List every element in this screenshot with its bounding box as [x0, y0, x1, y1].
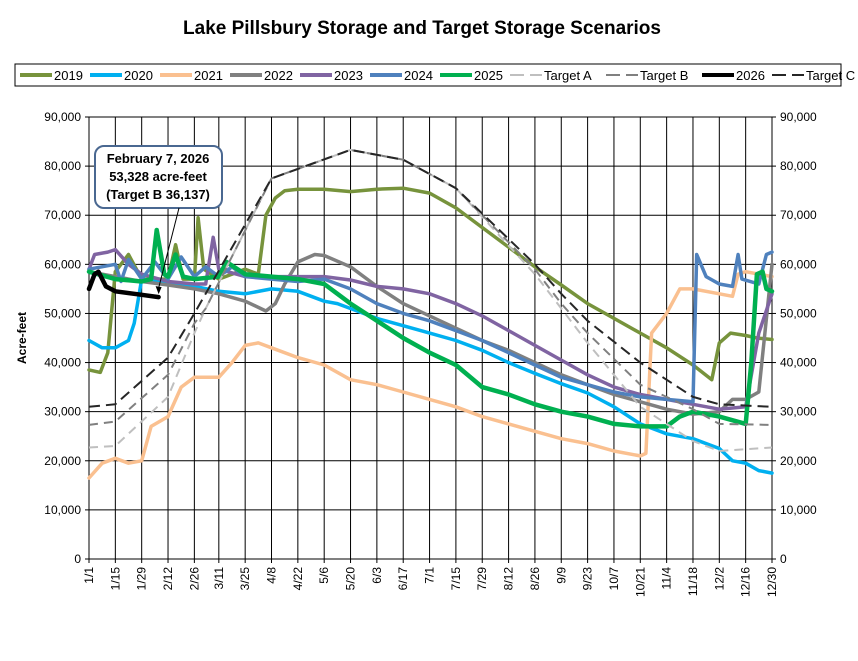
y-tick-label: 60,000 — [44, 257, 81, 271]
y2-tick-label: 40,000 — [780, 356, 817, 370]
series-line-2026 — [86, 269, 161, 300]
y2-tick-label: 50,000 — [780, 306, 817, 320]
series-line-target-a — [88, 148, 773, 452]
y-tick-label: 30,000 — [44, 405, 81, 419]
y-tick-label: 80,000 — [44, 159, 81, 173]
x-tick-label: 3/11 — [212, 567, 226, 590]
y2-tick-label: 30,000 — [780, 405, 817, 419]
x-tick-label: 7/29 — [475, 567, 489, 591]
x-tick-label: 4/22 — [291, 567, 305, 591]
y-tick-label: 10,000 — [44, 503, 81, 517]
legend-label-2022: 2022 — [264, 68, 293, 83]
x-tick-label: 9/9 — [554, 567, 568, 584]
legend-label-2019: 2019 — [54, 68, 83, 83]
annotation-box — [94, 145, 223, 209]
x-tick-label: 11/18 — [686, 567, 700, 596]
x-tick-label: 2/12 — [161, 567, 175, 591]
x-tick-label: 8/12 — [502, 567, 516, 591]
legend-box — [14, 63, 842, 87]
x-tick-label: 6/3 — [370, 567, 384, 584]
x-tick-label: 4/8 — [265, 567, 279, 584]
y-tick-label: 70,000 — [44, 208, 81, 222]
annotation-arrow — [158, 207, 180, 289]
x-tick-label: 7/15 — [449, 567, 463, 591]
x-tick-label: 12/16 — [739, 567, 753, 597]
x-tick-label: 12/2 — [712, 567, 726, 591]
x-tick-label: 1/29 — [135, 567, 149, 591]
legend: 2019 2020 2021 2022 2023 2024 2025 Target A Targ… — [20, 68, 855, 83]
y2-tick-label: 80,000 — [780, 159, 817, 173]
annotation: February 7, 2026 53,328 acre-feet (Targe… — [94, 145, 223, 295]
y2-tick-label: 0 — [780, 552, 787, 566]
series-line-target-c — [88, 148, 773, 408]
x-tick-label: 5/6 — [317, 567, 331, 584]
x-tick-label: 11/4 — [660, 567, 674, 590]
legend-label-target-a: Target A — [544, 68, 592, 83]
x-tick-label: 7/1 — [423, 567, 437, 584]
y-tick-label: 90,000 — [44, 110, 81, 124]
y-tick-label: 50,000 — [44, 306, 81, 320]
legend-label-target-c: Target C — [806, 68, 855, 83]
legend-label-2023: 2023 — [334, 68, 363, 83]
y-tick-label: 20,000 — [44, 454, 81, 468]
x-tick-label: 12/30 — [765, 567, 779, 597]
series-line-2021 — [87, 269, 774, 480]
legend-label-2021: 2021 — [194, 68, 223, 83]
annotation-arrowhead — [155, 286, 162, 295]
legend-label-2026: 2026 — [736, 68, 765, 83]
x-tick-label: 2/26 — [187, 567, 201, 591]
x-tick-label: 6/17 — [396, 567, 410, 591]
axes: 0 0 10,000 10,000 20,000 20,000 30,000 30,000 40… — [44, 110, 817, 597]
x-tick-label: 3/25 — [238, 567, 252, 591]
series-line-target-b — [88, 148, 773, 426]
x-tick-label: 8/26 — [528, 567, 542, 591]
y2-tick-label: 90,000 — [780, 110, 817, 124]
series-group — [86, 148, 775, 480]
legend-label-2024: 2024 — [404, 68, 433, 83]
series-line-2025 — [86, 227, 775, 429]
x-tick-label: 10/7 — [607, 567, 621, 591]
x-tick-label: 5/20 — [344, 567, 358, 591]
y2-tick-label: 10,000 — [780, 503, 817, 517]
y2-tick-label: 20,000 — [780, 454, 817, 468]
chart-title: Lake Pillsbury Storage and Target Storag… — [183, 18, 661, 39]
y2-tick-label: 60,000 — [780, 257, 817, 271]
y2-tick-label: 70,000 — [780, 208, 817, 222]
annotation-line-2: 53,328 acre-feet — [109, 169, 207, 184]
legend-label-2020: 2020 — [124, 68, 153, 83]
x-tick-label: 1/15 — [108, 567, 122, 591]
legend-label-target-b: Target B — [640, 68, 688, 83]
legend-label-2025: 2025 — [474, 68, 503, 83]
annotation-line-1: February 7, 2026 — [107, 151, 210, 166]
x-tick-label: 9/23 — [581, 567, 595, 591]
y-tick-label: 40,000 — [44, 356, 81, 370]
x-tick-label: 10/21 — [633, 567, 647, 597]
annotation-line-3: (Target B 36,137) — [106, 187, 210, 202]
series-line-2024 — [87, 250, 774, 404]
y-tick-label: 0 — [74, 552, 81, 566]
x-tick-label: 1/1 — [82, 567, 96, 584]
y-axis-label: Acre-feet — [15, 312, 29, 364]
